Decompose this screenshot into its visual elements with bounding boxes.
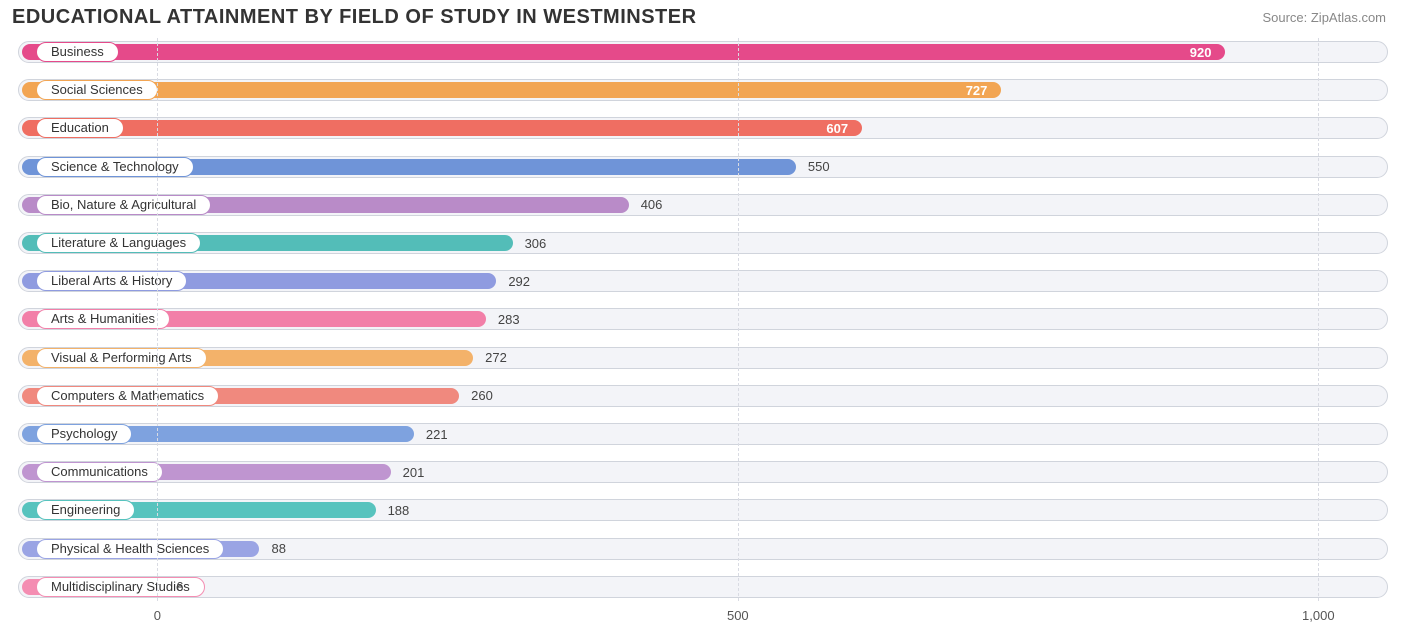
bar-row: Arts & Humanities 283	[18, 305, 1388, 333]
bar-value: 306	[525, 229, 547, 257]
bar-value: 272	[485, 344, 507, 372]
x-tick-label: 0	[154, 608, 161, 623]
bar-value: 920	[1190, 38, 1212, 66]
bar-label-pill: Liberal Arts & History	[36, 271, 187, 291]
bar-label-pill: Engineering	[36, 500, 135, 520]
bar-value: 201	[403, 458, 425, 486]
bar-row: Physical & Health Sciences 88	[18, 535, 1388, 563]
x-tick-label: 1,000	[1302, 608, 1335, 623]
bar-fill	[22, 82, 1001, 98]
bar-label-pill: Visual & Performing Arts	[36, 348, 207, 368]
bar-row: Visual & Performing Arts 272	[18, 344, 1388, 372]
bar-container: Business 920 Social Sciences 727 Education 60…	[18, 38, 1388, 601]
bar-row: Psychology 221	[18, 420, 1388, 448]
grid-line	[1318, 38, 1319, 601]
source-label: Source: ZipAtlas.com	[1262, 10, 1386, 25]
bar-label-pill: Computers & Mathematics	[36, 386, 219, 406]
bar-fill	[22, 120, 862, 136]
bar-label-pill: Social Sciences	[36, 80, 158, 100]
bar-label-pill: Psychology	[36, 424, 132, 444]
bar-value: 221	[426, 420, 448, 448]
bar-label-pill: Literature & Languages	[36, 233, 201, 253]
bar-row: Education 607	[18, 114, 1388, 142]
bar-value: 88	[271, 535, 285, 563]
bar-label-pill: Business	[36, 42, 119, 62]
bar-value: 6	[176, 573, 183, 601]
bar-row: Engineering 188	[18, 496, 1388, 524]
bar-value: 550	[808, 153, 830, 181]
bar-row: Literature & Languages 306	[18, 229, 1388, 257]
bar-label-pill: Education	[36, 118, 124, 138]
bar-value: 292	[508, 267, 530, 295]
bar-track	[18, 576, 1388, 598]
chart-area: Business 920 Social Sciences 727 Education 60…	[18, 38, 1388, 601]
bar-value: 406	[641, 191, 663, 219]
bar-value: 283	[498, 305, 520, 333]
bar-row: Liberal Arts & History 292	[18, 267, 1388, 295]
grid-line	[738, 38, 739, 601]
grid-line	[157, 38, 158, 601]
bar-value: 188	[388, 496, 410, 524]
bar-row: Social Sciences 727	[18, 76, 1388, 104]
bar-value: 607	[826, 114, 848, 142]
bar-label-pill: Arts & Humanities	[36, 309, 170, 329]
bar-label-pill: Physical & Health Sciences	[36, 539, 224, 559]
bar-row: Computers & Mathematics 260	[18, 382, 1388, 410]
bar-value: 260	[471, 382, 493, 410]
bar-value: 727	[966, 76, 988, 104]
bar-row: Bio, Nature & Agricultural 406	[18, 191, 1388, 219]
bar-row: Multidisciplinary Studies6	[18, 573, 1388, 601]
bar-label-pill: Communications	[36, 462, 163, 482]
bar-row: Science & Technology 550	[18, 153, 1388, 181]
bar-label-pill: Bio, Nature & Agricultural	[36, 195, 211, 215]
bar-label-pill: Science & Technology	[36, 157, 194, 177]
bar-row: Business 920	[18, 38, 1388, 66]
bar-row: Communications 201	[18, 458, 1388, 486]
bar-fill	[22, 44, 1225, 60]
x-tick-label: 500	[727, 608, 749, 623]
chart-title: EDUCATIONAL ATTAINMENT BY FIELD OF STUDY…	[12, 6, 697, 29]
